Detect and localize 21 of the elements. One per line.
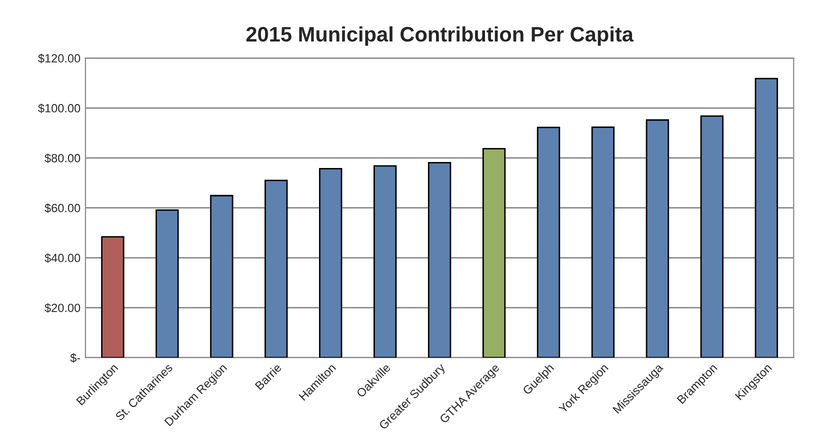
y-tick-label: $40.00: [44, 253, 80, 263]
bar: [210, 194, 234, 358]
bar: [700, 115, 724, 358]
bar: [482, 148, 506, 358]
bar: [101, 236, 124, 358]
y-tick-label: $120.00: [38, 54, 80, 64]
bar: [373, 165, 397, 358]
bar: [156, 209, 179, 358]
chart-title: 2015 Municipal Contribution Per Capita: [246, 26, 634, 46]
y-tick-label: $100.00: [38, 104, 80, 114]
bar: [646, 119, 670, 358]
bar: [591, 126, 615, 358]
y-tick-label: $20.00: [44, 303, 80, 313]
y-tick-label: $60.00: [44, 203, 80, 213]
bar: [754, 78, 778, 358]
bar: [319, 168, 342, 358]
bar: [536, 126, 560, 358]
y-tick-label: $80.00: [44, 153, 80, 164]
bar: [264, 180, 288, 358]
y-tick-label: $-: [70, 353, 80, 363]
bar: [428, 162, 452, 358]
